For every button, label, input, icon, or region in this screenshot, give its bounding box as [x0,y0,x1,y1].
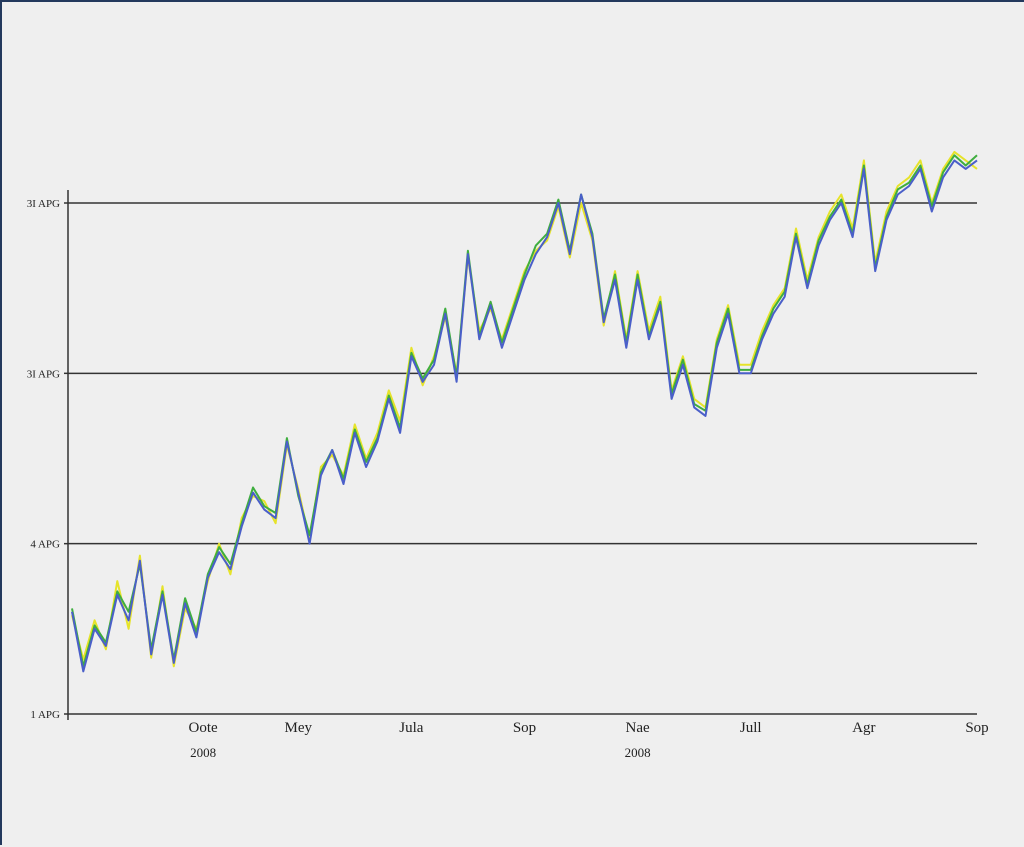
series-line-1 [71,159,978,673]
axes [67,190,977,720]
x-tick-label-3: Sop [513,720,536,736]
y-tick-label-2: 3I APG [27,368,60,380]
x-tick-label-6: Agr [852,720,875,736]
x-tick-label-5: Jull [740,720,762,736]
series-line-2 [71,154,978,668]
y-tick-label-0: 1 APG [30,709,60,721]
gridlines [64,202,977,715]
series-line-3 [71,150,978,668]
x-tick-label-1: Mey [285,720,313,736]
y-tick-label-3: 3I APG [27,198,60,210]
tick-labels: 1 APG 4 APG 3I APG 3I APG Oote Mey Jula Sop Nae J… [27,198,989,760]
x-tick-label-2: Jula [399,720,424,736]
x-tick-label-0: Oote [189,720,219,736]
x-tick-label-7: Sop [965,720,988,736]
series-lines [71,150,978,673]
x-tick-label-4: Nae [626,720,650,736]
x-year-label-0: 2008 [190,745,216,760]
y-tick-label-1: 4 APG [30,539,60,551]
x-year-label-1: 2008 [625,745,651,760]
